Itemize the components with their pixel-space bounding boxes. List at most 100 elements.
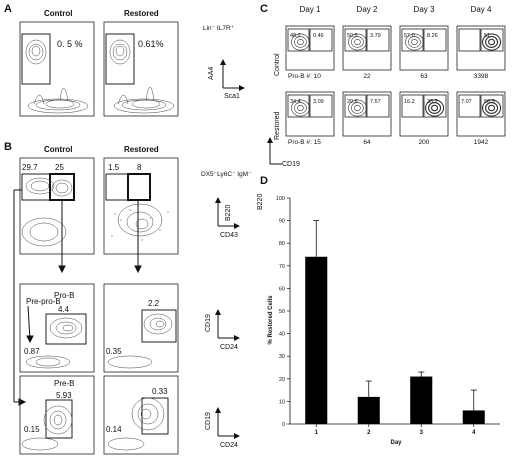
panel-b-row2-control-value-1: 4.4 (58, 305, 70, 314)
panel-a-restored-plot (103, 21, 179, 117)
panel-c-contour (488, 104, 496, 112)
panel-c-contour (291, 99, 310, 117)
panel-c-gate-right (480, 94, 504, 118)
panel-c-prob-count: Pro-B #: 15 (288, 139, 321, 146)
panel-c-gate-right (366, 94, 390, 118)
chart-x-tick-label: 3 (420, 430, 424, 436)
panel-c-contour (482, 99, 502, 117)
panel-b-row1-control-value-2: 25 (55, 163, 64, 172)
panel-a-gate-label: Lin⁻ IL7R⁺ (203, 25, 235, 32)
panel-c-contour (425, 99, 445, 117)
bar-chart: 0 10 20 30 40 50 60 70 80 90 100 1 2 3 4 (276, 196, 500, 436)
panel-c-gate-right (309, 28, 333, 52)
panel-a-control-pct: 0. 5 % (57, 39, 83, 49)
panel-c-gate-value-right: 51 (484, 33, 490, 39)
panel-c-contour (411, 38, 418, 45)
chart-y-tick-label: 90 (279, 219, 285, 225)
panel-c-prob-count: 22 (363, 73, 371, 80)
panel-b-row3-control-value-1: 5.93 (56, 391, 72, 400)
panel-c-plot-frame (342, 91, 392, 137)
panel-b-row1-axis-key (215, 197, 240, 229)
chart-bar (305, 256, 328, 424)
panel-b-gate-label: DX5⁻Ly6C⁻ IgM⁻ (201, 171, 252, 178)
panel-b-row3-restored-value-2: 0.14 (106, 425, 122, 434)
chart-x-tick-label: 2 (367, 430, 371, 436)
panel-b-control-title: Control (44, 145, 72, 154)
chart-y-tick-label: 40 (279, 332, 285, 338)
panel-c-gate-left (458, 94, 481, 118)
panel-b-row2-restored-plot (103, 283, 179, 373)
panel-c-plot-frame (456, 91, 506, 137)
panel-b-row2-control-value-2: 0.87 (24, 347, 40, 356)
panel-c-contour (297, 38, 304, 45)
chart-bar (462, 410, 485, 424)
panel-c-contour (351, 102, 364, 114)
chart-y-tick-label: 70 (279, 264, 285, 270)
panel-c-day-label: Day 4 (471, 5, 492, 14)
panel-c-gate-value-left: 7.07 (461, 99, 472, 105)
panel-c-contour (428, 102, 442, 114)
panel-c-letter: C (260, 3, 268, 15)
panel-b-row3-x-axis-label: CD24 (220, 442, 238, 449)
panel-c-gate-value-left: 57.0 (404, 33, 415, 39)
panel-a-letter: A (4, 3, 12, 15)
panel-b-row1-restored-value-1: 1.5 (108, 163, 120, 172)
panel-c-contour (482, 33, 502, 51)
panel-b-restored-title: Restored (124, 145, 159, 154)
panel-b-row2-x-axis-label: CD24 (220, 344, 238, 351)
panel-c-contour (354, 38, 361, 45)
panel-a-axis-key (220, 59, 245, 91)
panel-c-prob-count: 3398 (474, 73, 489, 80)
panel-d-letter: D (260, 175, 268, 187)
panel-c-gate-value-right: 3.79 (370, 33, 381, 39)
panel-c-contour (297, 105, 304, 112)
panel-c-gate-value-left: 16.2 (404, 99, 415, 105)
panel-a-restored-title: Restored (124, 9, 159, 18)
chart-y-axis-title: % Restored Cells (268, 295, 274, 345)
panel-c-prob-count: Pro-B #: 10 (288, 73, 321, 80)
panel-b-row3-restored-value-1: 0.33 (152, 387, 168, 396)
panel-c-day-label: Day 3 (414, 5, 435, 14)
chart-x-tick-label: 1 (315, 430, 319, 436)
panel-a-restored-pct: 0.61% (138, 39, 164, 49)
chart-bar (410, 376, 433, 424)
panel-c-gate-value-right: 0.46 (313, 33, 324, 39)
panel-c-gate-value-left: 50.5 (347, 33, 358, 39)
panel-c-row-control-label: Control (274, 53, 281, 76)
chart-y-tick-label: 60 (279, 286, 285, 292)
panel-c-y-axis-label: B220 (257, 194, 264, 210)
panel-b-row2-axis-key (215, 309, 240, 341)
panel-b-row1-x-axis-label: CD43 (220, 232, 238, 239)
chart-bar (357, 396, 380, 424)
panel-c-contour (485, 102, 499, 114)
panel-a-y-axis-label: AA4 (208, 67, 215, 80)
panel-c-gate-left (458, 28, 481, 52)
panel-b-row2-control-plot (19, 283, 95, 373)
panel-c-contour (408, 36, 421, 48)
panel-c-contour (488, 38, 496, 46)
panel-c-day-label: Day 2 (357, 5, 378, 14)
panel-c-prob-count: 200 (419, 139, 430, 146)
panel-c-gate-left (401, 94, 424, 118)
chart-y-tick-label: 30 (279, 354, 285, 360)
panel-c-plot-frame (456, 25, 506, 71)
panel-b-row3-axis-key (215, 407, 240, 439)
panel-c-gate-value-right: 7.57 (370, 99, 381, 105)
panel-c-gate-right (309, 94, 333, 118)
panel-c-row-restored-label: Restored (274, 111, 281, 140)
panel-c-prob-count: 63 (420, 73, 428, 80)
panel-a-control-plot (19, 21, 95, 117)
panel-c-gate-value-left: 48.2 (290, 33, 301, 39)
panel-b-row1-restored-value-2: 8 (137, 163, 142, 172)
panel-b-row3-y-axis-label: CD19 (205, 412, 212, 430)
panel-b-row1-control-plot (19, 157, 95, 255)
panel-b-gating-arrows (13, 189, 142, 406)
panel-c-gate-value-right: 8.26 (427, 33, 438, 39)
panel-c-plot-frame (399, 25, 449, 71)
panel-c-gate-value-right: 3.09 (313, 99, 324, 105)
chart-x-axis-title: Day (390, 440, 402, 446)
panel-b-row3-control-plot (19, 375, 95, 455)
panel-a-control-title: Control (44, 9, 72, 18)
panel-c-x-axis-label: CD19 (282, 161, 300, 168)
